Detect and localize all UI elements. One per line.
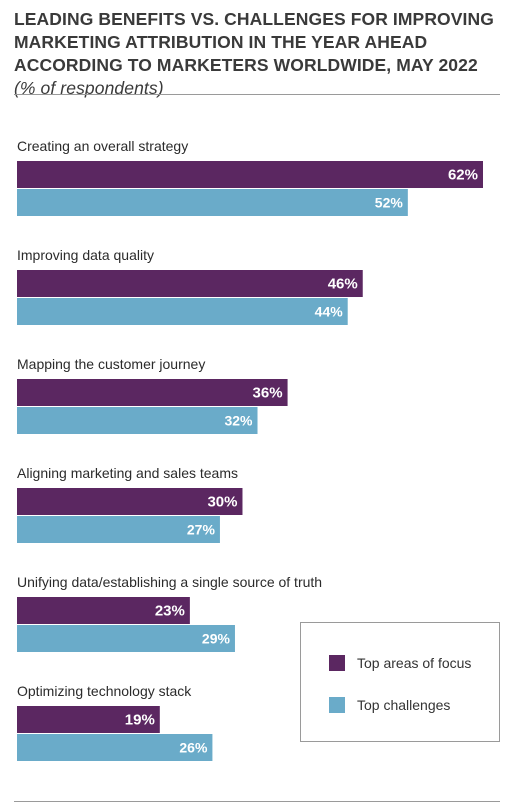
- bottom-divider: [14, 801, 500, 802]
- bar-focus: [17, 270, 363, 297]
- bar-challenges-value-label: 29%: [202, 631, 231, 647]
- legend-swatch-challenges: [329, 697, 345, 713]
- category-label: Creating an overall strategy: [17, 138, 188, 154]
- category-label: Mapping the customer journey: [17, 356, 205, 372]
- bar-focus-value-label: 46%: [328, 276, 358, 293]
- bar-focus: [17, 597, 190, 624]
- bar-focus: [17, 706, 160, 733]
- bar-challenges: [17, 625, 235, 652]
- bar-challenges: [17, 298, 348, 325]
- bar-challenges: [17, 407, 258, 434]
- bar-focus: [17, 379, 288, 406]
- bar-focus-value-label: 62%: [448, 167, 478, 184]
- bar-challenges-value-label: 44%: [315, 304, 344, 320]
- legend-label-focus: Top areas of focus: [357, 655, 472, 671]
- legend: Top areas of focus Top challenges: [300, 622, 500, 742]
- bar-focus: [17, 161, 483, 188]
- bar-challenges-value-label: 52%: [375, 195, 404, 211]
- chart-title-main: LEADING BENEFITS VS. CHALLENGES FOR IMPR…: [14, 9, 494, 75]
- category-label: Unifying data/establishing a single sour…: [17, 574, 322, 590]
- bar-focus-value-label: 19%: [125, 712, 155, 729]
- chart-title: LEADING BENEFITS VS. CHALLENGES FOR IMPR…: [14, 8, 504, 100]
- bar-focus: [17, 488, 243, 515]
- bar-challenges: [17, 189, 408, 216]
- category-label: Improving data quality: [17, 247, 154, 263]
- bar-challenges-value-label: 26%: [179, 740, 208, 756]
- chart-title-sub: (% of respondents): [14, 78, 164, 98]
- bar-challenges: [17, 516, 220, 543]
- category-label: Optimizing technology stack: [17, 683, 192, 699]
- category-label: Aligning marketing and sales teams: [17, 465, 238, 481]
- bar-challenges-value-label: 32%: [224, 413, 253, 429]
- bar-challenges-value-label: 27%: [187, 522, 216, 538]
- legend-swatch-focus: [329, 655, 345, 671]
- legend-item-focus: Top areas of focus: [329, 655, 471, 671]
- bar-focus-value-label: 30%: [207, 494, 237, 511]
- top-divider: [14, 94, 500, 95]
- legend-item-challenges: Top challenges: [329, 697, 450, 713]
- bar-focus-value-label: 36%: [253, 385, 283, 402]
- bar-challenges: [17, 734, 213, 761]
- legend-label-challenges: Top challenges: [357, 697, 451, 713]
- bar-focus-value-label: 23%: [155, 603, 185, 620]
